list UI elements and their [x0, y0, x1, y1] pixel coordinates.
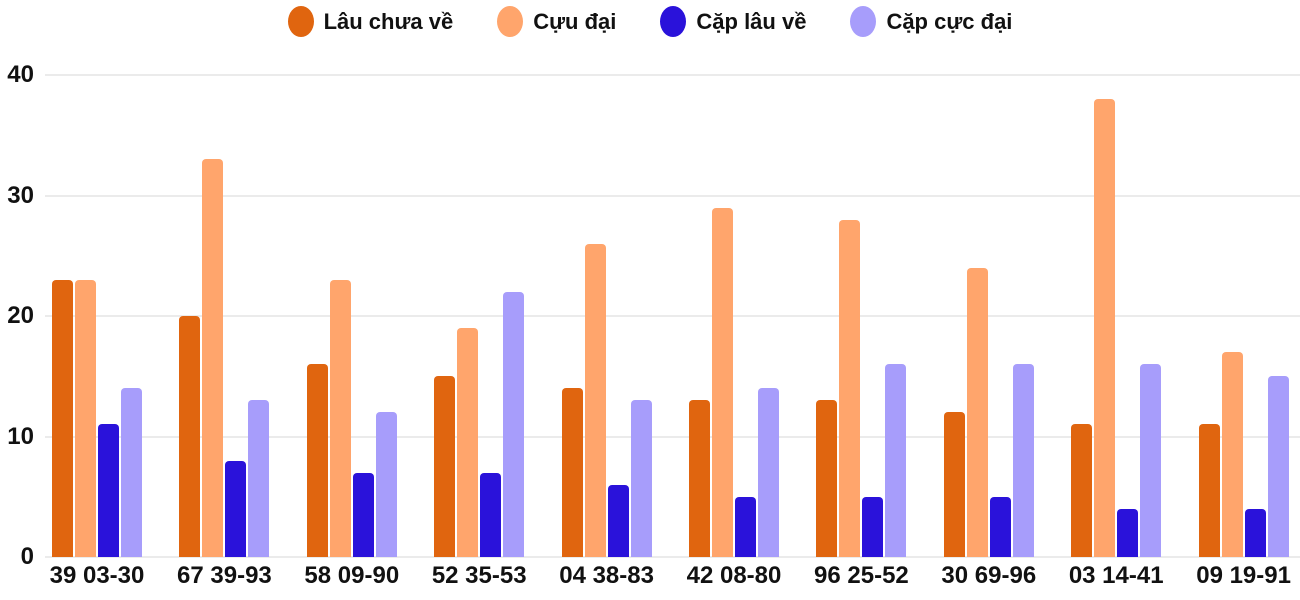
bar-09_19-91-series-2 [1221, 352, 1243, 557]
bar-52_35-53-series-1 [434, 376, 456, 557]
bar-58_09-90-series-2 [329, 279, 351, 557]
legend-item-2[interactable]: Cựu đại [497, 6, 616, 37]
bar-42_08-80-series-1 [689, 400, 710, 557]
x-axis-tick-label: 96 25-52 [814, 562, 909, 589]
bar-30_69-96-series-2 [966, 267, 988, 557]
bar-58_09-90-series-3 [352, 472, 374, 557]
legend-marker-icon [850, 6, 877, 37]
bar-39_03-30-series-1 [52, 279, 73, 557]
y-axis-tick-label: 30 [7, 181, 34, 209]
bar-03_14-41-series-3 [1117, 508, 1139, 557]
x-axis-tick-label: 58 09-90 [304, 562, 400, 589]
y-axis-tick-label: 0 [20, 543, 34, 570]
legend-label: Lâu chưa về [323, 8, 454, 34]
bar-42_08-80-series-2 [712, 207, 733, 557]
bar-96_25-52-series-1 [816, 400, 838, 557]
bar-03_14-41-series-4 [1140, 364, 1162, 557]
gridline-y-20 [45, 315, 1300, 317]
bar-03_14-41-series-1 [1071, 424, 1093, 557]
bar-58_09-90-series-4 [375, 412, 397, 557]
x-axis-tick-label: 42 08-80 [686, 562, 782, 589]
bar-03_14-41-series-2 [1094, 99, 1116, 557]
bar-67_39-93-series-1 [179, 316, 201, 557]
legend-marker-icon [660, 6, 687, 37]
bar-39_03-30-series-2 [75, 279, 96, 557]
legend-item-1[interactable]: Lâu chưa về [287, 6, 454, 37]
bar-30_69-96-series-1 [943, 412, 965, 557]
y-axis-tick-label: 20 [7, 302, 34, 329]
bar-58_09-90-series-1 [306, 364, 328, 557]
legend-label: Cặp lâu về [696, 8, 807, 34]
bar-30_69-96-series-4 [1012, 364, 1034, 557]
bar-04_38-83-series-4 [630, 400, 652, 557]
gridline-y-0 [45, 556, 1300, 558]
legend-label: Cặp cực đại [886, 8, 1013, 34]
bar-96_25-52-series-2 [839, 219, 861, 557]
bar-39_03-30-series-4 [121, 388, 142, 557]
y-axis-tick-label: 10 [7, 422, 34, 450]
bar-30_69-96-series-3 [989, 496, 1011, 557]
legend-item-3[interactable]: Cặp lâu về [660, 6, 806, 37]
x-axis-tick-label: 09 19-91 [1196, 562, 1291, 589]
gridline-y-30 [45, 194, 1300, 197]
gridline-y-10 [45, 435, 1300, 438]
bar-04_38-83-series-3 [607, 484, 629, 557]
bar-67_39-93-series-3 [225, 460, 247, 557]
bar-67_39-93-series-4 [248, 400, 270, 557]
bar-04_38-83-series-2 [584, 243, 606, 557]
bar-42_08-80-series-4 [758, 388, 779, 557]
x-axis-tick-label: 52 35-53 [431, 562, 527, 589]
gridline-y-40 [45, 74, 1300, 76]
bar-96_25-52-series-3 [862, 496, 884, 557]
bar-09_19-91-series-4 [1267, 376, 1289, 557]
chart-legend: Lâu chưa về Cựu đại Cặp lâu về Cặp cực đại [0, 6, 1300, 37]
bar-09_19-91-series-3 [1244, 508, 1266, 557]
legend-marker-icon [287, 6, 314, 37]
y-axis-tick-label: 40 [7, 61, 34, 88]
bar-67_39-93-series-2 [202, 159, 224, 557]
bar-04_38-83-series-1 [561, 388, 583, 557]
legend-marker-icon [497, 6, 524, 37]
bar-39_03-30-series-3 [98, 424, 119, 557]
bar-52_35-53-series-4 [503, 291, 525, 557]
x-axis-tick-label: 03 14-41 [1068, 562, 1164, 589]
bar-52_35-53-series-2 [457, 328, 479, 557]
bar-52_35-53-series-3 [480, 472, 502, 557]
bar-09_19-91-series-1 [1198, 424, 1220, 557]
x-axis-tick-label: 67 39-93 [177, 562, 272, 589]
bar-96_25-52-series-4 [885, 364, 907, 557]
x-axis-tick-label: 30 69-96 [941, 562, 1037, 589]
x-axis-tick-label: 04 38-83 [559, 562, 654, 589]
legend-label: Cựu đại [533, 8, 617, 34]
x-axis-tick-label: 39 03-30 [49, 562, 145, 589]
legend-item-4[interactable]: Cặp cực đại [850, 6, 1012, 37]
bar-42_08-80-series-3 [735, 496, 756, 557]
